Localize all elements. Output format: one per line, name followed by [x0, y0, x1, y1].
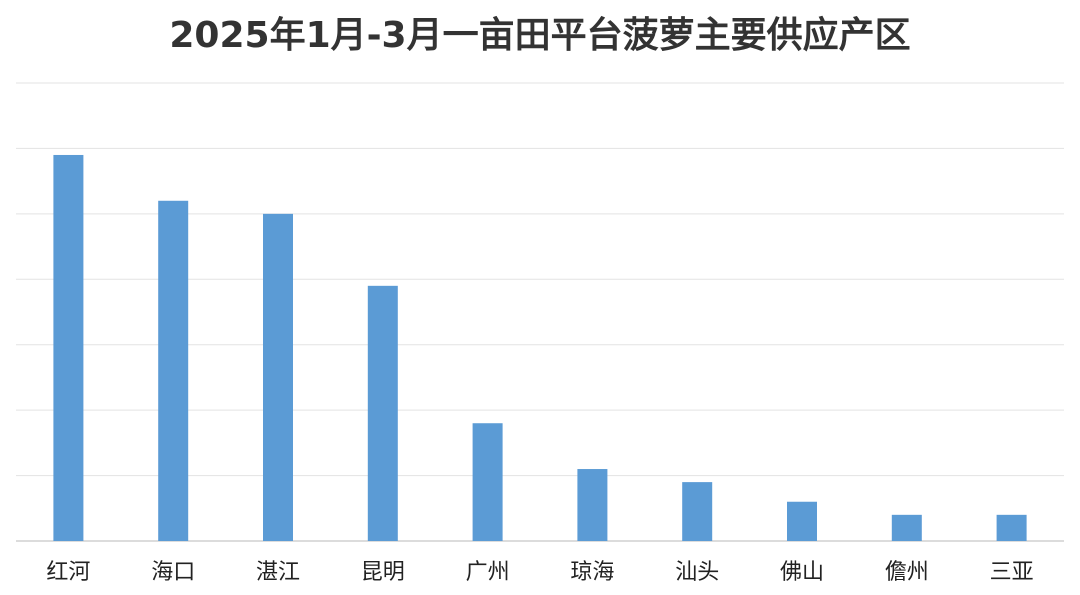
bars: [53, 154, 1027, 541]
gridlines: [16, 82, 1064, 542]
bar-1: [158, 200, 189, 541]
bar-8: [891, 514, 922, 541]
x-tick-label-8: 儋州: [885, 560, 929, 585]
bar-0: [53, 154, 84, 541]
bar-5: [577, 469, 608, 541]
bar-3: [367, 285, 398, 541]
x-tick-label-0: 红河: [46, 560, 90, 585]
chart-title: 2025年1月-3月一亩田平台菠萝主要供应产区: [169, 15, 910, 56]
bar-7: [787, 501, 817, 541]
bar-4: [472, 423, 503, 541]
bar-2: [263, 213, 293, 541]
x-tick-label-7: 佛山: [780, 560, 824, 585]
x-axis-tick-labels: 红河 海口 湛江 昆明 广州 琼海 汕头 佛山 儋州 三亚: [46, 560, 1033, 585]
x-tick-label-3: 昆明: [361, 560, 405, 585]
x-tick-label-6: 汕头: [675, 560, 719, 585]
bar-6: [682, 482, 713, 541]
x-tick-label-1: 海口: [151, 560, 195, 585]
x-tick-label-2: 湛江: [256, 560, 300, 585]
x-tick-label-4: 广州: [466, 560, 510, 585]
bar-9: [996, 514, 1027, 541]
x-tick-label-5: 琼海: [570, 560, 614, 585]
x-tick-label-9: 三亚: [990, 560, 1034, 585]
